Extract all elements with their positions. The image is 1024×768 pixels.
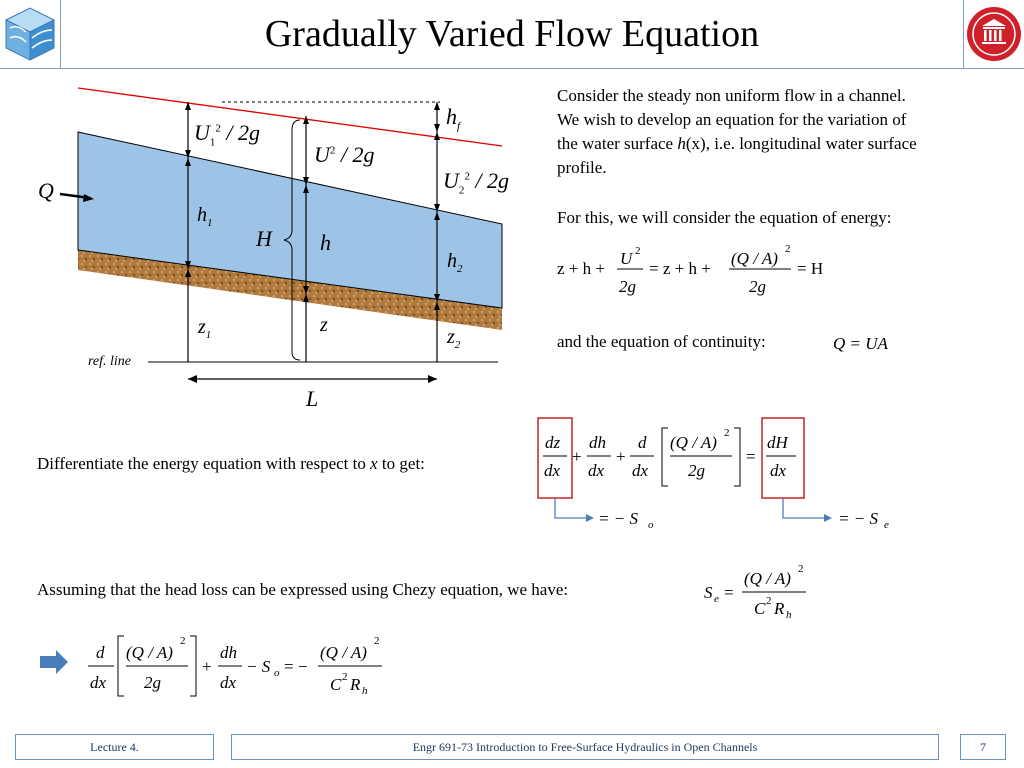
footer-lecture: Lecture 4. — [15, 734, 214, 760]
continuity-text: and the equation of continuity: — [557, 332, 766, 351]
svg-text:dz: dz — [545, 433, 561, 452]
eq-U: U — [620, 249, 634, 268]
svg-text:2: 2 — [724, 427, 730, 439]
svg-text:2: 2 — [374, 635, 380, 647]
energy-intro-text: For this, we will consider the equation … — [557, 208, 892, 227]
svg-text:e: e — [714, 593, 719, 605]
svg-text:2: 2 — [766, 595, 772, 607]
svg-text:dx: dx — [220, 673, 237, 692]
chezy-text: Assuming that the head loss can be expre… — [37, 580, 569, 599]
svg-text:d: d — [638, 433, 647, 452]
label-h2: h2 — [447, 250, 463, 275]
energy-mid: = z + h + — [649, 259, 711, 278]
svg-text:− S: − S — [246, 657, 271, 676]
energy-grade-line — [77, 87, 503, 147]
svg-text:2: 2 — [785, 243, 791, 255]
label-h: h — [320, 230, 331, 255]
svg-text:S: S — [704, 583, 713, 602]
right-arrow-icon — [40, 650, 68, 674]
header-divider — [0, 68, 1024, 69]
label-z1: z1 — [198, 316, 212, 341]
energy-rhs: = H — [797, 259, 823, 278]
final-gvf-equation: d dx (Q / A) 2 2g + dh dx − S o = − (Q /… — [88, 635, 382, 697]
svg-text:(Q / A): (Q / A) — [126, 643, 173, 662]
svg-text:2g: 2g — [144, 673, 161, 692]
label-L: L — [306, 386, 319, 411]
svg-text:dH: dH — [767, 433, 790, 452]
channel-block-icon — [4, 7, 56, 61]
channel-bed-soil — [78, 248, 502, 330]
svg-text:2: 2 — [180, 635, 186, 647]
continuity-equation: Q = UA — [833, 334, 888, 353]
svg-text:2: 2 — [798, 563, 804, 575]
chezy-equation: S e = (Q / A) 2 C 2 R h — [704, 563, 806, 621]
svg-text:R: R — [349, 675, 361, 694]
svg-text:2g: 2g — [619, 277, 636, 296]
svg-text:=: = — [724, 583, 734, 602]
highlight-dz-dx — [537, 417, 573, 499]
university-seal-icon — [967, 7, 1021, 61]
svg-text:dx: dx — [544, 461, 561, 480]
Se-result: = − S — [838, 509, 878, 528]
svg-text:dx: dx — [588, 461, 605, 480]
svg-text:o: o — [274, 667, 280, 679]
channel-diagram — [59, 87, 503, 383]
label-h1: h1 — [197, 204, 213, 229]
energy-equation: z + h + U 2 2g = z + h + (Q / A) 2 2g = … — [557, 243, 823, 296]
label-Q: Q — [38, 178, 54, 203]
svg-text:= −: = − — [284, 657, 307, 676]
intro-paragraph: Consider the steady non uniform flow in … — [557, 86, 917, 177]
svg-text:+: + — [202, 657, 212, 676]
svg-text:(Q / A): (Q / A) — [670, 433, 717, 452]
svg-text:h: h — [362, 685, 368, 697]
page-title: Gradually Varied Flow Equation — [264, 13, 760, 55]
label-U2-2g: U22 / 2g — [443, 168, 510, 197]
svg-text:2: 2 — [635, 245, 641, 257]
svg-text:dh: dh — [220, 643, 237, 662]
label-z: z — [320, 314, 328, 336]
svg-text:o: o — [648, 519, 654, 531]
svg-text:C: C — [330, 675, 342, 694]
label-U1-2g: U12 / 2g — [194, 120, 261, 149]
svg-text:+: + — [572, 447, 582, 466]
label-z2: z2 — [447, 326, 461, 351]
label-ref-line: ref. line — [88, 354, 132, 369]
svg-text:d: d — [96, 643, 105, 662]
header-divider — [963, 0, 964, 68]
svg-text:R: R — [773, 599, 785, 618]
svg-text:e: e — [884, 519, 889, 531]
So-result: = − S — [598, 509, 638, 528]
svg-text:2g: 2g — [749, 277, 766, 296]
svg-text:=: = — [746, 447, 756, 466]
svg-text:dx: dx — [90, 673, 107, 692]
svg-text:(Q / A): (Q / A) — [744, 569, 791, 588]
svg-text:2: 2 — [342, 671, 348, 683]
label-U-2g: U2 / 2g — [314, 142, 375, 167]
svg-text:h: h — [786, 609, 792, 621]
svg-text:C: C — [754, 599, 766, 618]
footer-page-number: 7 — [960, 734, 1006, 760]
svg-text:(Q / A): (Q / A) — [320, 643, 367, 662]
highlight-dH-dx — [761, 417, 805, 499]
svg-text:dx: dx — [770, 461, 787, 480]
svg-text:+: + — [616, 447, 626, 466]
footer-course: Engr 691-73 Introduction to Free-Surface… — [231, 734, 939, 760]
svg-text:(Q / A): (Q / A) — [731, 249, 778, 268]
energy-lhs: z + h + — [557, 259, 605, 278]
header-divider — [60, 0, 61, 68]
label-hf: hf — [446, 104, 461, 133]
differentiated-energy-equation: dz dx + dh dx + d dx (Q / A) 2 2g = dH d… — [537, 417, 889, 531]
svg-text:2g: 2g — [688, 461, 705, 480]
water-body — [77, 131, 503, 309]
label-H: H — [256, 226, 272, 251]
svg-text:dx: dx — [632, 461, 649, 480]
svg-text:dh: dh — [589, 433, 606, 452]
differentiate-text: Differentiate the energy equation with r… — [37, 454, 425, 473]
